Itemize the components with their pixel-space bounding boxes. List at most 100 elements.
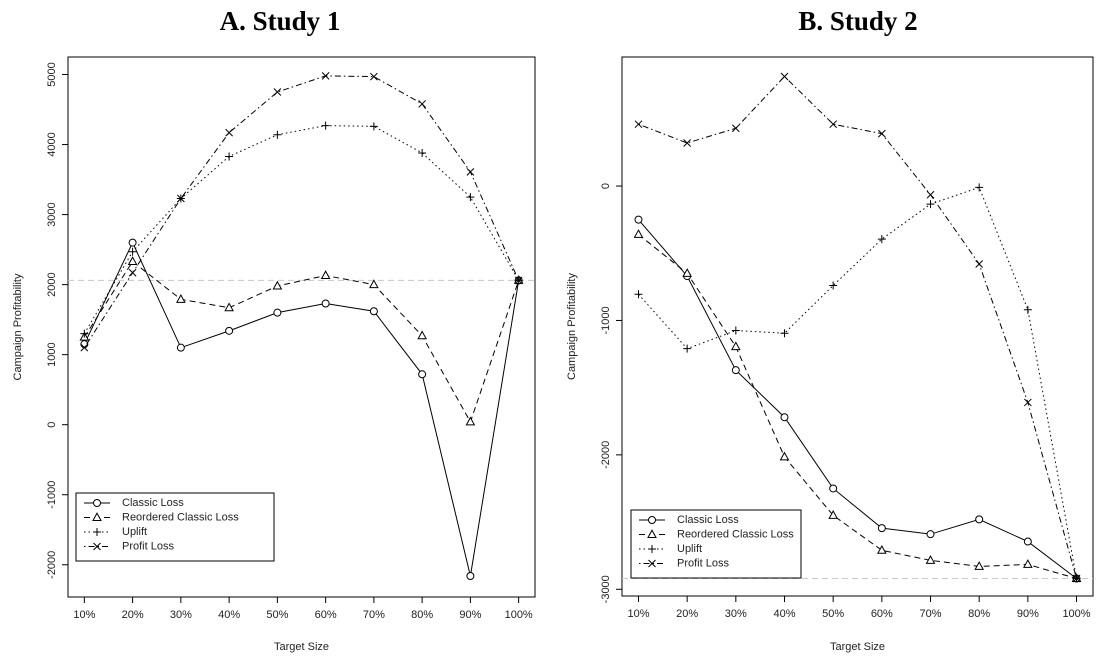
marker (370, 72, 378, 81)
legend: Classic Loss Reordered Classic Loss Uplift… (630, 509, 802, 579)
marker (634, 215, 643, 224)
series-line (83, 241, 520, 577)
x-tick-label: 10% (627, 608, 649, 620)
marker (926, 530, 935, 539)
x-tick-label: 80% (411, 609, 433, 621)
marker (128, 238, 137, 247)
marker (418, 370, 427, 379)
marker (369, 307, 378, 316)
marker (466, 193, 475, 202)
y-tick-label: 3000 (46, 202, 58, 226)
y-axis-label: Campaign Profitability (12, 273, 24, 380)
legend-marker (92, 512, 102, 521)
marker (369, 279, 379, 289)
marker (829, 484, 838, 493)
legend-box (75, 492, 275, 562)
marker (682, 268, 692, 277)
x-tick-label: 50% (822, 608, 844, 620)
y-tick-label: -1000 (46, 481, 58, 509)
marker (321, 72, 330, 80)
marker (780, 72, 789, 81)
y-tick-label: -2000 (600, 441, 612, 469)
marker (975, 183, 984, 192)
x-tick-label: 60% (871, 608, 893, 620)
y-tick-label: 0 (46, 422, 58, 428)
marker (634, 120, 643, 129)
y-tick-label: 0 (600, 183, 612, 189)
marker (683, 139, 692, 147)
panel: A. Study 1 Target Size Campaign Profitabil… (12, 6, 536, 653)
marker (225, 128, 233, 137)
x-tick-label: 40% (218, 609, 240, 621)
x-tick-label: 40% (773, 608, 795, 620)
marker (876, 544, 887, 554)
marker (731, 326, 740, 335)
y-tick-label: -1000 (600, 306, 612, 334)
marker (273, 308, 282, 317)
legend-label: Classic Loss (122, 497, 184, 509)
marker (926, 190, 935, 199)
legend-box (630, 509, 802, 579)
x-tick-label: 10% (73, 609, 95, 621)
marker (176, 343, 185, 352)
marker (730, 341, 741, 351)
marker (926, 200, 935, 209)
series-line (83, 260, 520, 424)
marker (466, 168, 475, 176)
y-tick-label: 4000 (46, 132, 58, 156)
marker (177, 194, 185, 203)
marker (321, 121, 330, 130)
marker (731, 124, 740, 133)
series-line (638, 219, 1077, 579)
marker (273, 88, 282, 96)
plot-frame (621, 56, 1094, 597)
marker (418, 100, 426, 108)
marker (127, 256, 138, 266)
legend-label: Uplift (122, 526, 147, 538)
y-tick-label: -2000 (46, 551, 58, 579)
marker (273, 130, 282, 139)
marker (731, 366, 740, 375)
legend-label: Profit Loss (122, 540, 174, 552)
marker (877, 235, 886, 244)
marker (975, 260, 984, 268)
marker (877, 129, 886, 138)
legend-marker (93, 542, 101, 551)
legend-label: Profit Loss (677, 557, 729, 569)
x-axis-label: Target Size (274, 641, 329, 653)
x-tick-label: 50% (266, 609, 288, 621)
marker (465, 416, 476, 426)
marker (1023, 305, 1032, 314)
marker (225, 326, 234, 335)
x-tick-label: 90% (1017, 608, 1039, 620)
x-tick-label: 20% (676, 608, 698, 620)
x-tick-label: 30% (170, 609, 192, 621)
marker (779, 451, 790, 461)
legend-marker (93, 499, 102, 507)
marker (224, 302, 234, 312)
x-tick-label: 20% (122, 609, 144, 621)
marker (128, 268, 137, 277)
y-tick-label: 5000 (46, 62, 58, 86)
marker (683, 344, 692, 353)
marker (418, 148, 427, 157)
series-line (83, 125, 520, 334)
marker (80, 340, 89, 349)
marker (780, 329, 789, 338)
marker (128, 247, 137, 256)
marker (1023, 398, 1032, 407)
marker (1023, 537, 1032, 546)
series-line (638, 186, 1078, 579)
legend-marker (93, 528, 101, 536)
marker (634, 290, 643, 299)
legend: Classic Loss Reordered Classic Loss Uplift… (75, 492, 275, 562)
marker (321, 299, 330, 308)
marker (1022, 559, 1033, 568)
series-line (638, 75, 1078, 579)
marker (417, 330, 427, 340)
x-tick-label: 70% (363, 609, 385, 621)
legend-label: Reordered Classic Loss (122, 511, 239, 523)
x-tick-label: 100% (505, 609, 533, 621)
y-axis-label: Campaign Profitability (566, 273, 578, 380)
